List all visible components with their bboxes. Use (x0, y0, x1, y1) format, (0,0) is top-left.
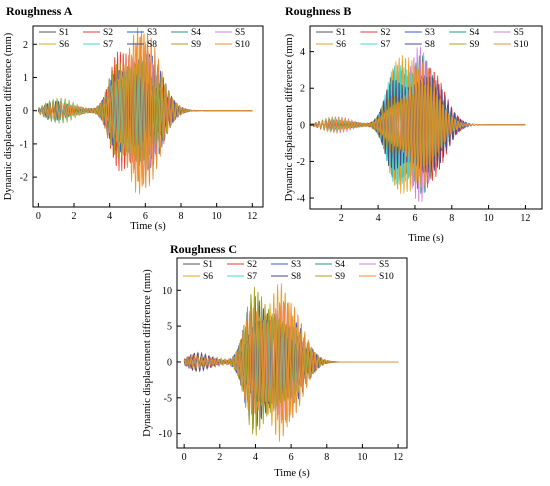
panel-title: Roughness C (170, 242, 237, 256)
y-tick-label: 10 (162, 286, 172, 297)
y-tick-label: 0 (300, 120, 305, 131)
legend-label-S9: S9 (335, 272, 345, 282)
legend-label-S4: S4 (469, 28, 479, 38)
x-tick-label: 8 (324, 452, 329, 463)
legend-label-S7: S7 (247, 272, 257, 282)
panel-title: Roughness A (6, 4, 73, 18)
x-tick-label: 12 (247, 211, 257, 222)
y-tick-label: -10 (159, 429, 172, 440)
y-tick-label: 0 (167, 357, 172, 368)
legend-label-S3: S3 (147, 28, 157, 38)
legend: S1 S2 S3 S4 S5 S6 S7 S8 S9 S10 (316, 28, 529, 50)
legend-label-S6: S6 (203, 272, 213, 282)
x-tick-label: 8 (449, 213, 454, 224)
y-tick-label: -2 (297, 157, 305, 168)
y-tick-label: 2 (23, 40, 28, 51)
x-tick-label: 4 (253, 452, 258, 463)
legend-label-S6: S6 (336, 40, 346, 50)
x-tick-label: 0 (36, 211, 41, 222)
legend-label-S10: S10 (514, 40, 529, 50)
y-tick-label: -4 (297, 194, 305, 205)
legend-label-S2: S2 (103, 28, 113, 38)
legend-label-S3: S3 (291, 260, 301, 270)
legend-label-S10: S10 (235, 40, 250, 50)
legend-label-S9: S9 (469, 40, 479, 50)
series-line-S10 (37, 33, 253, 188)
x-tick-label: 4 (107, 211, 112, 222)
x-tick-label: 8 (178, 211, 183, 222)
y-tick-label: 2 (300, 84, 305, 95)
x-tick-label: 4 (376, 213, 381, 224)
series-group (37, 27, 253, 195)
legend-label-S5: S5 (379, 260, 389, 270)
x-tick-label: 6 (289, 452, 294, 463)
legend-label-S6: S6 (59, 40, 69, 50)
legend-label-S1: S1 (59, 28, 69, 38)
y-axis-label: Dynamic displacement difference (mm) (284, 33, 295, 201)
x-axis-label: Time (s) (274, 468, 310, 479)
legend-label-S2: S2 (247, 260, 257, 270)
legend-label-S8: S8 (147, 40, 157, 50)
x-tick-label: 10 (357, 452, 367, 463)
x-tick-label: 12 (393, 452, 403, 463)
series-line-S10 (310, 61, 526, 188)
y-tick-label: 5 (167, 322, 172, 333)
x-tick-label: 12 (520, 213, 530, 224)
x-tick-label: 0 (182, 452, 187, 463)
legend-label-S4: S4 (191, 28, 201, 38)
x-tick-label: 10 (484, 213, 494, 224)
legend-label-S2: S2 (380, 28, 390, 38)
legend-label-S9: S9 (191, 40, 201, 50)
legend-label-S4: S4 (335, 260, 345, 270)
panel-2: Roughness B 2 4 6 8 10 12 -4 -2 0 2 4 Time (s) Dynami… (284, 4, 543, 244)
x-tick-label: 6 (143, 211, 148, 222)
legend-label-S5: S5 (235, 28, 245, 38)
series-line-S10 (183, 302, 399, 423)
x-tick-label: 2 (72, 211, 77, 222)
x-tick-label: 6 (412, 213, 417, 224)
x-tick-label: 10 (212, 211, 222, 222)
y-tick-label: 1 (23, 73, 28, 84)
legend: S1 S2 S3 S4 S5 S6 S7 S8 S9 S10 (39, 28, 250, 50)
series-group (310, 46, 526, 202)
x-axis-label: Time (s) (408, 233, 444, 244)
plot-frame (32, 25, 264, 208)
x-tick-label: 2 (339, 213, 344, 224)
plot-frame (176, 257, 408, 449)
x-axis-label: Time (s) (130, 221, 166, 232)
legend-label-S8: S8 (425, 40, 435, 50)
y-axis-label: Dynamic displacement difference (mm) (3, 32, 14, 200)
x-tick-label: 2 (217, 452, 222, 463)
series-group (183, 283, 399, 442)
legend-label-S7: S7 (380, 40, 390, 50)
y-axis-label: Dynamic displacement difference (mm) (142, 269, 153, 437)
panel-title: Roughness B (285, 4, 351, 18)
y-tick-label: 4 (300, 47, 305, 58)
legend-label-S7: S7 (103, 40, 113, 50)
legend-label-S3: S3 (425, 28, 435, 38)
y-tick-label: 0 (23, 106, 28, 117)
legend-label-S10: S10 (379, 272, 394, 282)
plot-frame (309, 25, 543, 210)
legend-label-S8: S8 (291, 272, 301, 282)
y-tick-label: -2 (20, 173, 28, 184)
legend: S1 S2 S3 S4 S5 S6 S7 S8 S9 S10 (183, 260, 394, 282)
legend-label-S5: S5 (514, 28, 524, 38)
panel-3: Roughness C 0 2 4 6 8 10 12 -10 -5 0 5 10 Time (s) Dyn… (142, 242, 408, 479)
legend-label-S1: S1 (203, 260, 213, 270)
y-tick-label: -1 (20, 139, 28, 150)
legend-label-S1: S1 (336, 28, 346, 38)
y-tick-label: -5 (164, 393, 172, 404)
